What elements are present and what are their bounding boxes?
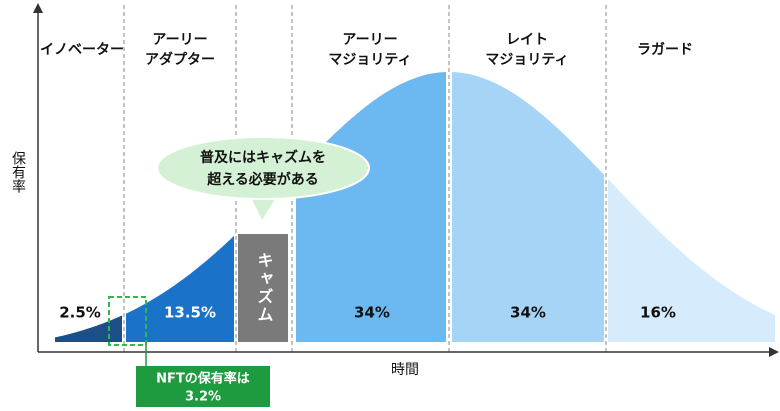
nft-marker — [108, 296, 147, 346]
segment-share: 16% — [640, 304, 676, 322]
curve-segment — [126, 235, 234, 342]
segment-label: レイト — [506, 32, 548, 48]
segment-share: 34% — [354, 304, 390, 322]
chasm-block — [238, 234, 288, 342]
nft-note-text: NFTの保有率は — [156, 371, 250, 387]
callout-bubble — [156, 136, 370, 200]
x-axis-label: 時間 — [391, 362, 419, 378]
segment-label: イノベーター — [40, 42, 124, 58]
nft-note-box — [136, 366, 270, 407]
segment-share: 2.5% — [59, 304, 101, 322]
nft-note-text: 3.2% — [185, 390, 221, 405]
chasm-label: キャズム — [255, 252, 274, 324]
segment-label: アーリー — [342, 32, 397, 48]
segment-label: ラガード — [637, 42, 693, 58]
curve-segment — [452, 72, 604, 342]
curve-segment — [55, 315, 122, 342]
segment-label: マジョリティ — [485, 52, 568, 68]
x-arrow — [769, 347, 779, 357]
curve-group — [55, 72, 775, 342]
y-arrow — [33, 3, 43, 13]
segment-share: 13.5% — [164, 304, 216, 322]
segment-share: 34% — [510, 304, 546, 322]
callout-text: 超える必要がある — [206, 171, 319, 188]
y-axis-label: 保有率 — [10, 151, 26, 193]
segment-label: アーリー — [152, 32, 207, 48]
segment-label: アダプター — [145, 51, 215, 68]
callout-join — [240, 185, 284, 197]
curve-segment — [296, 72, 446, 342]
segment-label: マジョリティ — [328, 52, 411, 68]
callout-text: 普及にはキャズムを — [200, 149, 326, 166]
curve-segment — [608, 179, 775, 342]
